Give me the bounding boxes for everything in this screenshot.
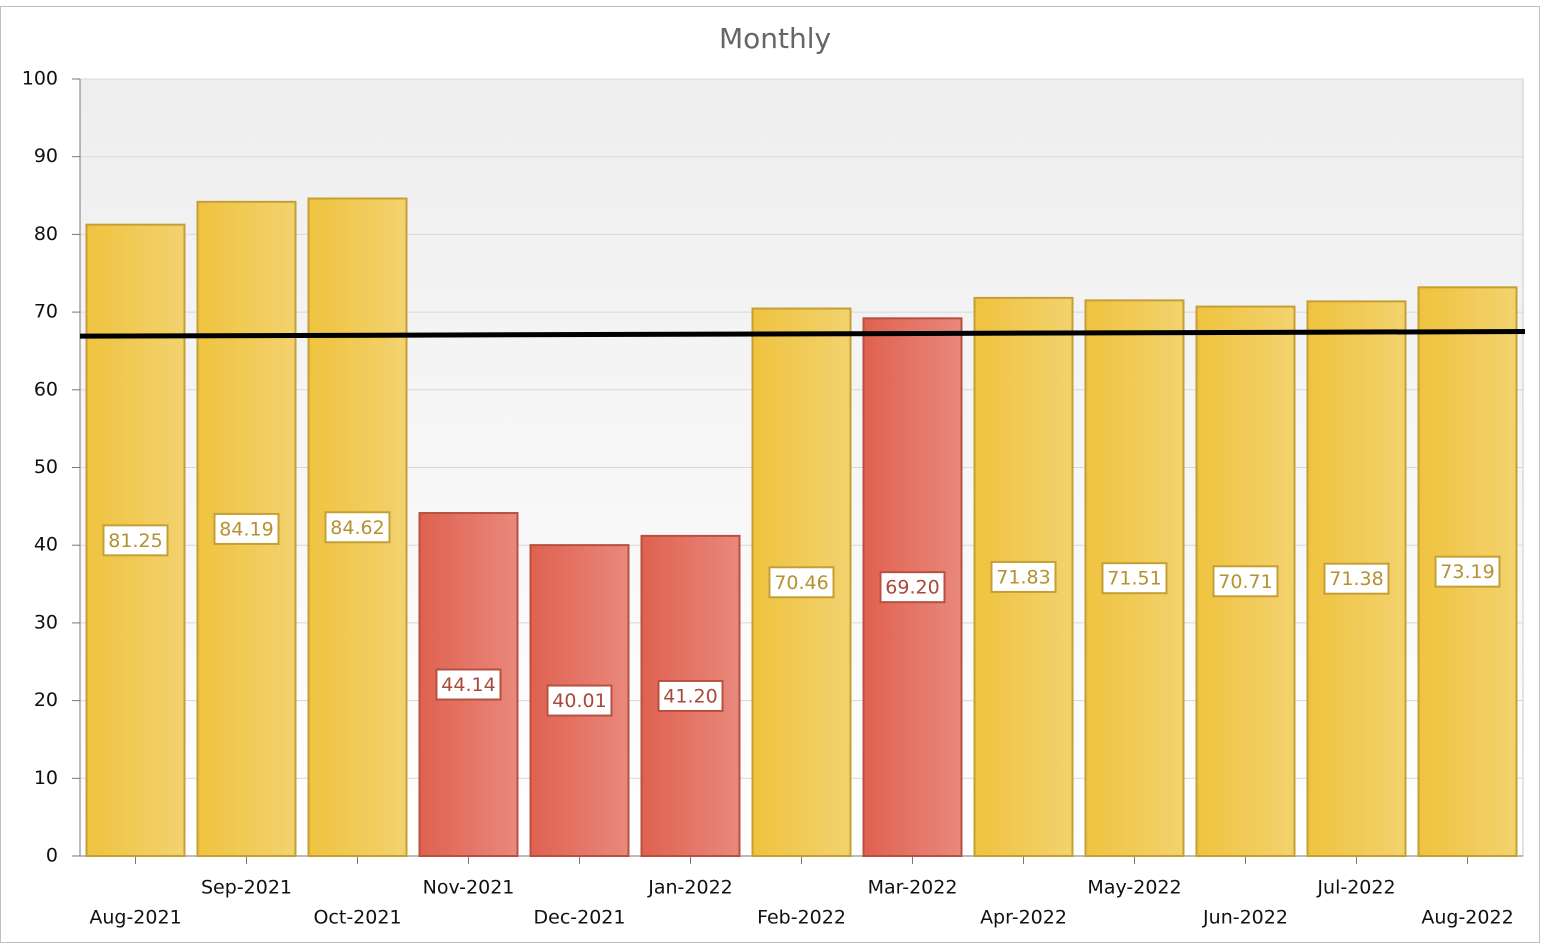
x-tick-label: Apr-2022 (980, 907, 1067, 929)
y-tick-label: 60 (34, 378, 58, 400)
value-label: 71.38 (1323, 562, 1390, 595)
value-label-box (102, 524, 169, 557)
x-tick-label: Oct-2021 (313, 907, 401, 929)
x-tick-label: Jan-2022 (647, 877, 733, 899)
y-tick-label: 50 (34, 456, 58, 478)
x-tick-label: Aug-2022 (1421, 907, 1513, 929)
value-label-text: 81.25 (108, 530, 162, 552)
value-label-box (1323, 562, 1390, 595)
value-label-box (990, 560, 1057, 593)
x-tick-label: Dec-2021 (534, 907, 626, 929)
value-label-text: 71.38 (1329, 568, 1383, 590)
y-tick-label: 30 (34, 611, 58, 633)
trend-line (79, 329, 1526, 339)
y-tick-label: 70 (34, 301, 58, 323)
value-label: 71.83 (990, 560, 1057, 593)
value-label: 40.01 (546, 684, 613, 717)
x-tick-label: Jun-2022 (1202, 907, 1288, 929)
value-label-box (657, 679, 724, 712)
x-tick-label: Mar-2022 (868, 877, 958, 899)
y-tick-label: 80 (34, 223, 58, 245)
value-label-box (1212, 565, 1279, 598)
value-label: 84.19 (213, 512, 280, 545)
value-label-box (768, 566, 835, 599)
value-label-box (324, 511, 391, 544)
chart-title: Monthly (719, 22, 831, 55)
value-label: 41.20 (657, 679, 724, 712)
value-label-box (1101, 562, 1168, 595)
value-label: 71.51 (1101, 562, 1168, 595)
value-label: 84.62 (324, 511, 391, 544)
value-label: 70.46 (768, 566, 835, 599)
value-label-text: 40.01 (552, 690, 606, 712)
value-label-text: 70.71 (1218, 571, 1272, 593)
value-label-box (879, 571, 946, 604)
value-label-text: 69.20 (885, 577, 939, 599)
value-label-text: 41.20 (663, 685, 717, 707)
value-label: 69.20 (879, 571, 946, 604)
value-label-text: 84.62 (330, 517, 384, 539)
x-tick-label: Nov-2021 (423, 877, 515, 899)
y-tick-label: 40 (34, 534, 58, 556)
value-label-box (213, 512, 280, 545)
y-tick-label: 10 (34, 767, 58, 789)
value-label-text: 84.19 (219, 518, 273, 540)
value-label: 44.14 (435, 668, 502, 701)
value-label-text: 70.46 (774, 572, 828, 594)
value-label-box (435, 668, 502, 701)
x-tick-label: Feb-2022 (757, 907, 846, 929)
value-label-text: 71.51 (1107, 568, 1161, 590)
y-tick-label: 20 (34, 689, 58, 711)
x-tick-label: Aug-2021 (89, 907, 181, 929)
value-label: 73.19 (1434, 555, 1501, 588)
x-tick-label: Sep-2021 (201, 877, 292, 899)
value-label: 81.25 (102, 524, 169, 557)
y-tick-label: 0 (46, 845, 58, 867)
y-tick-label: 90 (34, 145, 58, 167)
y-tick-label: 100 (22, 68, 58, 90)
value-label-box (546, 684, 613, 717)
value-label-text: 71.83 (996, 566, 1050, 588)
value-label-box (1434, 555, 1501, 588)
x-tick-label: May-2022 (1087, 877, 1181, 899)
value-label-text: 44.14 (441, 674, 495, 696)
value-label-text: 73.19 (1440, 561, 1494, 583)
x-tick-label: Jul-2022 (1316, 877, 1395, 899)
value-label: 70.71 (1212, 565, 1279, 598)
